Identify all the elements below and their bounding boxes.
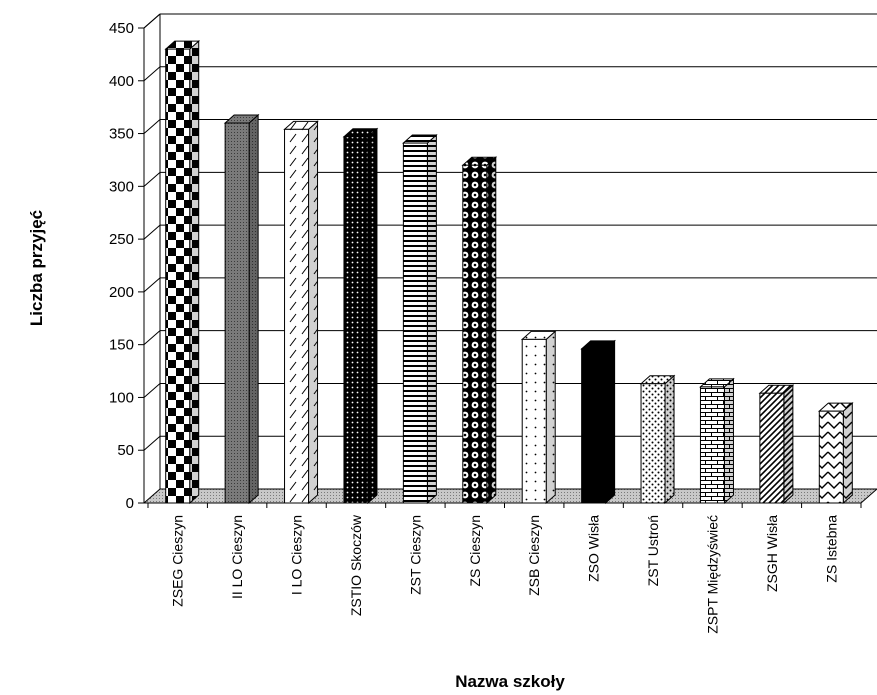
- bar-front: [818, 410, 844, 504]
- gridline-side: [143, 435, 161, 451]
- x-tick-label: ZSO Wisła: [586, 515, 602, 582]
- y-tick-label: 50: [117, 442, 134, 459]
- bar: [758, 384, 795, 505]
- bar: [402, 133, 438, 505]
- bar-side-shade: [427, 135, 437, 504]
- y-tick-label: 450: [109, 20, 134, 37]
- bar-front: [224, 122, 250, 504]
- x-tick-label: ZS Istebna: [823, 515, 839, 583]
- y-axis-title: Liczba przyjęć: [27, 210, 46, 326]
- bar-front: [759, 392, 785, 504]
- bar: [817, 402, 854, 505]
- bar-side-shade: [189, 41, 199, 503]
- bar-front: [699, 386, 725, 504]
- gridline-side: [143, 330, 161, 346]
- bar-front: [521, 338, 547, 504]
- gridline-side: [143, 66, 161, 82]
- y-tick-label: 100: [109, 389, 134, 406]
- bar-side-shade: [783, 385, 793, 503]
- bar: [342, 127, 379, 505]
- x-axis: ZSEG Cieszyn II LO Cieszyn I LO Cieszyn ZST…: [144, 502, 862, 634]
- y-tick-label: 400: [109, 73, 134, 90]
- x-tick-label: ZSB Cieszyn: [526, 515, 542, 596]
- bar-front: [462, 164, 488, 504]
- bars: [164, 39, 854, 505]
- bar-side-shade: [249, 115, 259, 503]
- bar: [699, 377, 735, 505]
- bar-side-shade: [724, 378, 734, 503]
- gridline-side: [143, 171, 161, 187]
- bar-side-shade: [308, 121, 318, 503]
- bar: [164, 39, 201, 505]
- bar-side-shade: [605, 340, 615, 503]
- bar: [639, 374, 676, 505]
- bar-front: [581, 348, 607, 504]
- bar-side-shade: [843, 403, 853, 503]
- x-tick-label: ZST Ustroń: [645, 515, 661, 586]
- y-tick-label: 200: [109, 284, 134, 301]
- y-tick-label: 350: [109, 126, 134, 143]
- bar: [283, 120, 319, 505]
- bar-front: [165, 48, 191, 504]
- gridline-side: [143, 277, 161, 293]
- bar-front: [343, 136, 369, 504]
- x-tick-label: ZSTIO Skoczów: [348, 514, 364, 616]
- bar: [223, 113, 260, 505]
- bar: [461, 156, 498, 505]
- bar: [580, 339, 616, 505]
- gridline-side: [143, 224, 161, 240]
- x-tick-label: I LO Cieszyn: [289, 515, 305, 595]
- bar-side-shade: [367, 128, 377, 503]
- bar-side-shade: [546, 331, 556, 503]
- gridline-side: [143, 383, 161, 398]
- x-tick-label: ZSGH Wisła: [764, 515, 780, 592]
- x-axis-title: Nazwa szkoły: [455, 672, 565, 691]
- bar-front: [402, 142, 428, 504]
- y-tick-label: 0: [126, 495, 134, 512]
- x-tick-label: ZST Cieszyn: [407, 515, 423, 595]
- bar-side-shade: [665, 375, 675, 503]
- bar-front: [640, 383, 666, 504]
- x-tick-label: ZS Cieszyn: [467, 515, 483, 587]
- y-tick-label: 150: [109, 337, 134, 354]
- y-tick-label: 300: [109, 178, 134, 195]
- gridlines: [143, 13, 877, 451]
- side-wall-top: [143, 13, 161, 29]
- bar-side-shade: [486, 157, 496, 503]
- gridline-side: [143, 119, 161, 134]
- y-axis: 0 50 100 150 200 250 300 350 400 450: [109, 20, 145, 512]
- y-tick-label: 250: [109, 231, 134, 248]
- x-tick-label: ZSPT Międzyświeć: [704, 515, 720, 634]
- x-tick-label: ZSEG Cieszyn: [170, 515, 186, 607]
- bar-front: [284, 128, 310, 504]
- bar: [520, 330, 557, 505]
- x-tick-label: II LO Cieszyn: [229, 515, 245, 599]
